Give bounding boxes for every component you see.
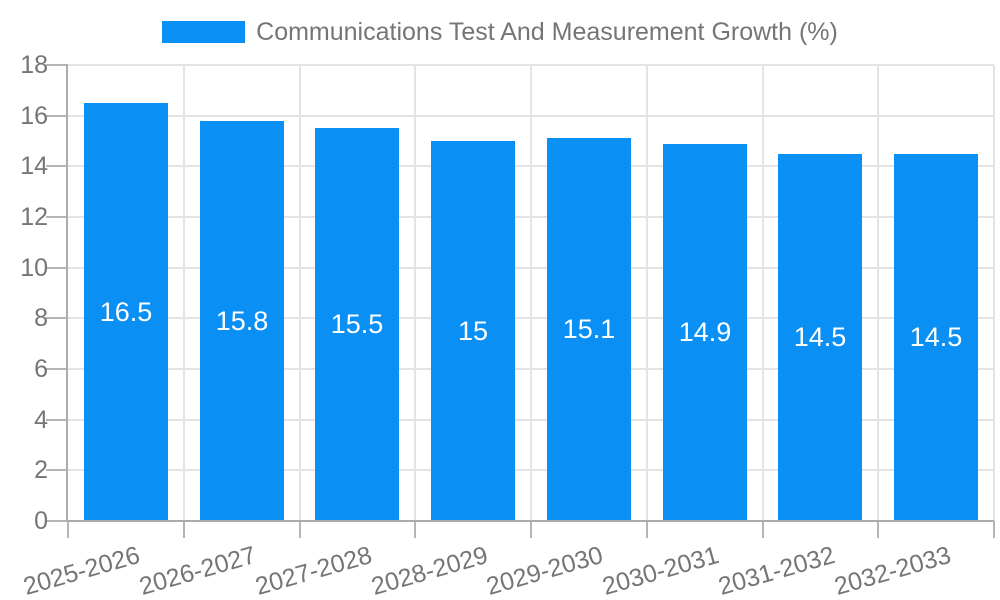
bar: 15.1 (547, 138, 631, 521)
x-tick-label: 2031-2032 (715, 541, 838, 600)
grid-line-vertical (762, 65, 764, 521)
y-axis-tick (46, 64, 68, 66)
y-tick-label: 8 (34, 304, 48, 332)
y-tick-label: 14 (20, 152, 48, 180)
bar-value-label: 16.5 (99, 296, 153, 327)
y-axis-tick (46, 368, 68, 370)
x-axis-tick (299, 521, 301, 538)
bar: 15.8 (200, 121, 284, 521)
bar: 15 (431, 141, 515, 521)
y-axis-tick (46, 469, 68, 471)
x-axis-tick (183, 521, 185, 538)
x-axis-tick (646, 521, 648, 538)
x-axis-tick (414, 521, 416, 538)
y-axis-line (66, 65, 68, 521)
x-axis-tick (993, 521, 995, 538)
x-axis-line (68, 520, 994, 522)
y-axis-tick (46, 419, 68, 421)
y-tick-label: 6 (34, 355, 48, 383)
x-tick-label: 2027-2028 (252, 541, 375, 600)
bar: 16.5 (84, 103, 168, 521)
x-tick-label: 2032-2033 (830, 541, 954, 600)
y-tick-label: 16 (20, 102, 48, 130)
y-axis-tick (46, 267, 68, 269)
x-axis-tick (530, 521, 532, 538)
x-tick-label: 2028-2029 (367, 541, 491, 600)
bar-value-label: 15.5 (330, 309, 384, 339)
x-axis-tick (67, 521, 69, 538)
y-tick-label: 2 (34, 456, 48, 484)
grid-line-vertical (646, 65, 648, 521)
grid-line-vertical (877, 65, 879, 521)
bar-value-label: 14.9 (678, 317, 732, 347)
bar-value-label: 15.1 (562, 314, 616, 344)
bar-value-label: 15.8 (215, 305, 269, 336)
bar: 15.5 (315, 128, 399, 521)
x-tick-label: 2029-2030 (483, 541, 607, 600)
x-axis-tick (762, 521, 764, 538)
y-axis-tick (46, 317, 68, 319)
x-axis-tick (877, 521, 879, 538)
bar-value-label: 14.5 (909, 322, 963, 352)
y-tick-label: 0 (34, 507, 48, 535)
bar-value-label: 14.5 (793, 322, 847, 352)
legend-swatch (162, 21, 246, 43)
y-tick-label: 18 (20, 51, 48, 79)
y-axis-tick (46, 216, 68, 218)
y-axis-tick (46, 520, 68, 522)
bar: 14.9 (663, 144, 747, 521)
bar: 14.5 (894, 154, 978, 521)
y-tick-label: 10 (20, 254, 48, 282)
grid-line-vertical (414, 65, 416, 521)
x-tick-label: 2025-2026 (20, 541, 144, 600)
grid-line-vertical (993, 65, 995, 521)
legend-label: Communications Test And Measurement Grow… (256, 17, 838, 46)
grid-line-vertical (183, 65, 185, 521)
bar-value-label: 15 (457, 315, 489, 346)
x-tick-label: 2030-2031 (599, 541, 723, 600)
bar: 14.5 (778, 154, 862, 521)
y-tick-label: 4 (34, 406, 48, 434)
chart-legend: Communications Test And Measurement Grow… (0, 16, 1000, 48)
y-axis-tick (46, 165, 68, 167)
x-tick-label: 2026-2027 (136, 541, 260, 600)
grid-line-vertical (530, 65, 532, 521)
y-tick-label: 12 (20, 203, 48, 231)
grid-line-vertical (299, 65, 301, 521)
y-axis-tick (46, 115, 68, 117)
